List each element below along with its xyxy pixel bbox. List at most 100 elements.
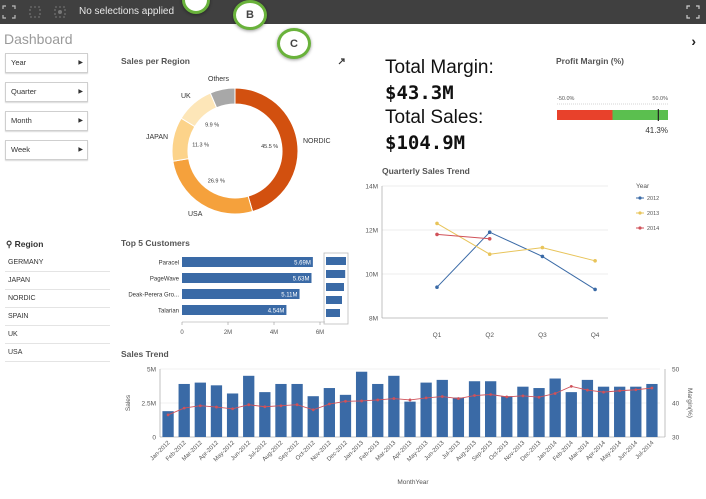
- region-item[interactable]: SPAIN: [5, 308, 110, 326]
- margin-point: [505, 395, 509, 399]
- pie-slice: [172, 158, 254, 215]
- sales-per-region-chart[interactable]: 45.5 % NORDIC 26.9 % USA 11.3 % JAPAN 9.9 % UK O…: [140, 70, 340, 230]
- region-item[interactable]: JAPAN: [5, 272, 110, 290]
- top-customers-title: Top 5 Customers: [121, 238, 190, 248]
- smart-search-icon[interactable]: [2, 5, 16, 19]
- x-axis-title: MonthYear: [397, 479, 429, 486]
- sales-bar: [501, 396, 513, 437]
- x-tick-label: Q4: [591, 332, 600, 339]
- filter-quarter[interactable]: Quarter ▶: [5, 82, 88, 102]
- profit-margin-gauge[interactable]: -50.0% 50.0% 41.3%: [550, 90, 680, 140]
- margin-point: [586, 388, 589, 392]
- filter-label: Year: [11, 58, 27, 67]
- y-tick-label: 0: [152, 435, 156, 442]
- filter-week[interactable]: Week ▶: [5, 140, 88, 160]
- customer-label: Deak-Perera Gro...: [128, 293, 179, 299]
- top-toolbar: No selections applied: [0, 0, 706, 24]
- margin-point: [650, 386, 654, 390]
- series-point: [540, 254, 545, 259]
- margin-point: [376, 398, 380, 402]
- region-header[interactable]: ⚲ Region: [6, 239, 43, 250]
- y2-tick-label: 40: [672, 401, 680, 408]
- margin-point: [247, 403, 251, 407]
- sales-bar: [210, 385, 223, 437]
- series-point: [435, 232, 439, 237]
- margin-point: [327, 402, 331, 406]
- slice-category-label: NORDIC: [303, 138, 331, 145]
- series-point: [435, 285, 439, 289]
- series-line: [436, 233, 490, 240]
- caret-right-icon: ▶: [78, 89, 83, 95]
- sales-bar: [468, 381, 481, 437]
- region-item[interactable]: GERMANY: [5, 254, 110, 272]
- sales-bar: [614, 386, 626, 437]
- margin-point: [618, 389, 622, 393]
- x-tick-label: Jul-2014: [635, 440, 656, 461]
- margin-point: [166, 413, 170, 417]
- margin-point: [634, 388, 638, 392]
- clear-selections-icon[interactable]: [53, 5, 67, 19]
- customer-label: Talarian: [158, 309, 179, 315]
- top-customers-chart[interactable]: Paracel 5.69M PageWave 5.63M Deak-Perera Gro…: [110, 250, 360, 345]
- x-tick-label: Q2: [485, 332, 494, 339]
- sales-bar: [452, 397, 465, 437]
- margin-point: [408, 398, 412, 402]
- quarterly-trend-chart[interactable]: 14M 12M 10M 8M Q1 Q2 Q3 Q4 Year 2012 2013 2014: [360, 178, 680, 343]
- sales-trend-title: Sales Trend: [121, 349, 169, 359]
- margin-point: [521, 394, 525, 398]
- total-sales-label: Total Sales:: [385, 107, 484, 128]
- caret-right-icon: ▶: [78, 118, 83, 124]
- y-tick-label: 12M: [365, 228, 378, 235]
- legend-swatch-dot: [638, 226, 642, 230]
- margin-point: [295, 403, 299, 407]
- filter-label: Week: [11, 145, 31, 154]
- overview-bar: [326, 283, 344, 291]
- gauge-min-label: -50.0%: [557, 96, 575, 102]
- sales-trend-chart[interactable]: 5M2.5M0504030Jan-2012Feb-2012Mar-2012Apr…: [110, 360, 706, 495]
- region-item[interactable]: UK: [5, 326, 110, 344]
- sales-bar: [404, 401, 416, 437]
- callout-b: B: [233, 0, 267, 30]
- y2-tick-label: 30: [672, 435, 680, 442]
- fullscreen-icon[interactable]: [686, 5, 700, 19]
- customer-value-label: 5.11M: [281, 293, 297, 299]
- sales-per-region-title: Sales per Region: [121, 56, 190, 66]
- slice-category-label: UK: [181, 93, 191, 100]
- filter-year[interactable]: Year ▶: [5, 53, 88, 73]
- quarterly-trend-title: Quarterly Sales Trend: [382, 166, 470, 176]
- series-point: [593, 259, 597, 263]
- region-item[interactable]: NORDIC: [5, 290, 110, 308]
- margin-point: [215, 405, 218, 409]
- filter-pane: Year ▶ Quarter ▶ Month ▶ Week ▶: [5, 53, 88, 169]
- x-tick-label: Q3: [538, 332, 547, 339]
- series-line: [436, 231, 596, 290]
- expand-icon[interactable]: [335, 56, 347, 66]
- y-tick-label: 8M: [369, 316, 378, 323]
- series-point: [540, 245, 545, 250]
- next-sheet-icon[interactable]: ›: [691, 33, 696, 49]
- filter-month[interactable]: Month ▶: [5, 111, 88, 131]
- margin-point: [198, 404, 202, 408]
- sales-bar: [275, 383, 287, 437]
- margin-point: [553, 392, 557, 395]
- caret-right-icon: ▶: [78, 147, 83, 153]
- region-listbox: GERMANY JAPAN NORDIC SPAIN UK USA: [5, 254, 110, 362]
- margin-point: [360, 399, 364, 403]
- selections-status: No selections applied: [79, 6, 175, 17]
- slice-category-label: USA: [188, 211, 203, 218]
- y2-tick-label: 50: [672, 367, 680, 374]
- gauge-red-band: [557, 110, 613, 120]
- customer-value-label: 5.69M: [294, 261, 311, 267]
- margin-point: [263, 405, 267, 409]
- filter-label: Month: [11, 116, 32, 125]
- overview-bar: [326, 309, 340, 317]
- region-item[interactable]: USA: [5, 344, 110, 362]
- x-tick-label: 0: [180, 330, 184, 336]
- step-back-icon[interactable]: [28, 5, 42, 19]
- series-point: [487, 230, 492, 234]
- sales-bar: [243, 375, 255, 437]
- margin-point: [569, 384, 573, 388]
- sales-bar: [307, 396, 319, 437]
- x-tick-label: 6M: [316, 330, 324, 336]
- caret-right-icon: ▶: [78, 60, 83, 66]
